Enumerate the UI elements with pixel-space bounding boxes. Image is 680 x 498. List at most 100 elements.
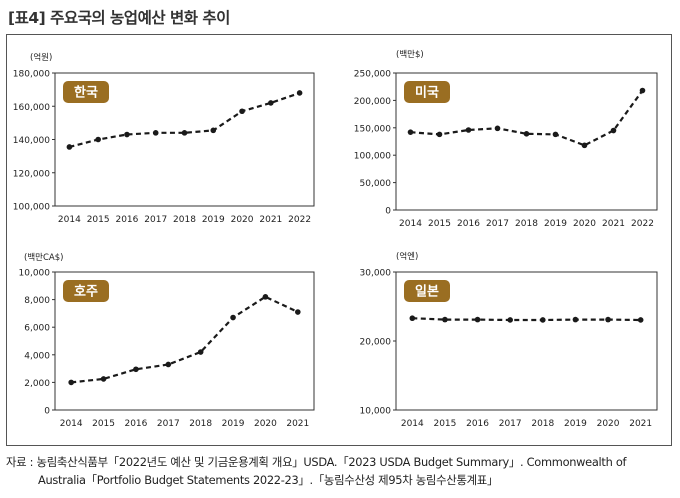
x-tick-label: 2018 — [515, 219, 538, 229]
x-tick-label: 2016 — [124, 419, 147, 429]
page-title: [표4] 주요국의 농업예산 변화 추이 — [8, 9, 230, 27]
data-point — [409, 315, 416, 322]
plot-area — [54, 271, 315, 411]
x-tick-label: 2015 — [428, 219, 451, 229]
x-tick-label: 2014 — [60, 419, 83, 429]
x-tick-label: 2019 — [222, 419, 245, 429]
data-point — [465, 127, 472, 133]
data-point — [605, 316, 611, 323]
y-tick-label: 8,000 — [24, 296, 50, 306]
data-point — [268, 100, 274, 106]
series-line — [412, 317, 641, 322]
x-tick-label: 2020 — [231, 215, 254, 225]
x-tick-label: 2018 — [173, 215, 196, 225]
country-badge — [63, 280, 109, 302]
x-tick-label: 2014 — [58, 215, 81, 225]
data-point — [436, 131, 443, 138]
country-label: 미국 — [415, 85, 439, 101]
x-tick-label: 2020 — [597, 419, 620, 429]
x-tick-label: 2019 — [202, 215, 225, 225]
x-tick-label: 2014 — [401, 419, 424, 429]
x-tick-label: 2022 — [288, 215, 311, 225]
data-point — [552, 131, 559, 138]
x-tick-label: 2022 — [631, 219, 654, 229]
y-tick-label: 180,000 — [13, 70, 50, 80]
data-point — [572, 316, 579, 323]
data-point — [540, 317, 546, 323]
x-tick-label: 2015 — [92, 419, 115, 429]
data-point — [165, 361, 172, 368]
data-point — [296, 90, 303, 96]
y-tick-label: 6,000 — [24, 324, 50, 334]
data-point — [295, 309, 301, 315]
data-point — [581, 142, 588, 149]
x-tick-label: 2017 — [157, 419, 180, 429]
unit-label: (백만CA$) — [24, 252, 63, 263]
x-tick-label: 2016 — [466, 419, 489, 429]
x-tick-label: 2015 — [433, 419, 456, 429]
y-tick-label: 100,000 — [354, 152, 391, 162]
x-tick-label: 2016 — [457, 219, 480, 229]
data-point — [68, 379, 74, 386]
data-point — [181, 130, 188, 136]
x-tick-label: 2021 — [286, 419, 309, 429]
data-point — [95, 136, 101, 143]
series-line — [71, 295, 299, 384]
x-tick-label: 2018 — [189, 419, 212, 429]
y-tick-label: 2,000 — [24, 379, 50, 389]
country-badge — [63, 81, 109, 103]
plot-area — [395, 72, 658, 211]
x-tick-label: 2021 — [629, 419, 652, 429]
chart-frame — [6, 34, 672, 446]
data-point — [197, 349, 204, 355]
y-tick-label: 140,000 — [13, 136, 50, 146]
data-point — [66, 144, 73, 150]
data-point — [152, 130, 159, 136]
x-tick-label: 2018 — [531, 419, 554, 429]
data-point — [637, 317, 644, 323]
y-tick-label: 4,000 — [24, 351, 50, 361]
y-tick-label: 30,000 — [360, 269, 392, 279]
y-tick-label: 10,000 — [19, 269, 51, 279]
x-tick-label: 2021 — [602, 219, 625, 229]
y-tick-label: 10,000 — [360, 407, 392, 417]
country-label: 일본 — [415, 285, 439, 300]
unit-label: (백만$) — [396, 49, 424, 60]
data-point — [239, 108, 245, 115]
x-tick-label: 2016 — [115, 215, 138, 225]
x-tick-label: 2020 — [254, 419, 277, 429]
data-point — [494, 125, 501, 132]
x-tick-label: 2017 — [486, 219, 509, 229]
y-tick-label: 120,000 — [13, 169, 50, 179]
country-label: 한국 — [74, 85, 98, 101]
y-tick-label: 0 — [44, 407, 50, 417]
country-badge — [404, 81, 450, 103]
data-point — [133, 366, 139, 373]
source-line-1: 자료 : 농림축산식품부「2022년도 예산 및 기금운용계획 개요」USDA.… — [6, 455, 627, 469]
source-line-2: Australia「Portfolio Budget Statements 20… — [38, 473, 499, 487]
x-tick-label: 2017 — [499, 419, 522, 429]
y-tick-label: 100,000 — [13, 203, 50, 213]
data-point — [407, 129, 414, 135]
data-point — [507, 317, 513, 323]
data-point — [210, 127, 217, 134]
data-point — [124, 131, 130, 138]
x-tick-label: 2020 — [573, 219, 596, 229]
series-line — [410, 89, 644, 147]
y-tick-label: 20,000 — [360, 338, 392, 348]
x-tick-label: 2014 — [399, 219, 422, 229]
y-tick-label: 150,000 — [354, 124, 391, 134]
x-tick-label: 2021 — [259, 215, 282, 225]
x-tick-label: 2019 — [564, 419, 587, 429]
data-point — [610, 127, 617, 134]
y-tick-label: 0 — [385, 207, 391, 217]
data-point — [230, 314, 236, 321]
data-point — [100, 376, 107, 382]
country-label: 호주 — [74, 285, 98, 300]
y-tick-label: 50,000 — [360, 179, 392, 189]
source-note: 자료 : 농림축산식품부「2022년도 예산 및 기금운용계획 개요」USDA.… — [6, 453, 672, 489]
y-tick-label: 200,000 — [354, 97, 391, 107]
unit-label: (억원) — [30, 52, 52, 63]
